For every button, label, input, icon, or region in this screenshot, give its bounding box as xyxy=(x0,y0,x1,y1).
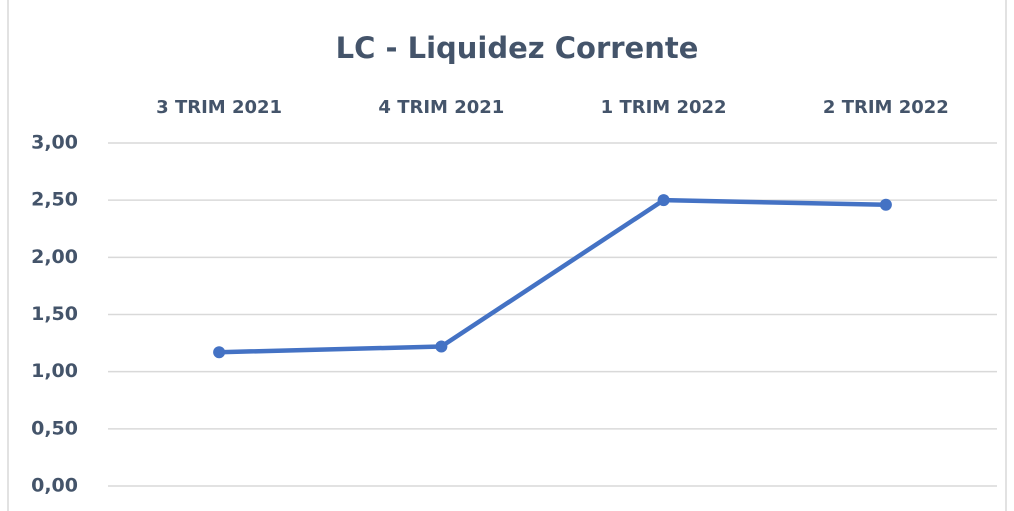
chart-frame xyxy=(7,0,1007,511)
x-tick-label: 2 TRIM 2022 xyxy=(823,97,949,118)
y-tick-label: 0,50 xyxy=(31,417,78,439)
data-point xyxy=(213,346,226,359)
data-point xyxy=(657,194,670,207)
x-tick-label: 1 TRIM 2022 xyxy=(601,97,727,118)
y-tick-label: 2,00 xyxy=(31,246,78,268)
y-tick-label: 1,00 xyxy=(31,360,78,382)
y-tick-label: 2,50 xyxy=(31,189,78,211)
y-tick-label: 0,00 xyxy=(31,475,78,497)
data-point xyxy=(879,198,892,211)
x-tick-label: 4 TRIM 2021 xyxy=(378,97,504,118)
data-point xyxy=(435,340,448,353)
series-line xyxy=(219,197,886,355)
y-tick-label: 1,50 xyxy=(31,303,78,325)
y-tick-label: 3,00 xyxy=(31,132,78,154)
x-tick-label: 3 TRIM 2021 xyxy=(156,97,282,118)
chart-title: LC - Liquidez Corrente xyxy=(336,31,699,65)
